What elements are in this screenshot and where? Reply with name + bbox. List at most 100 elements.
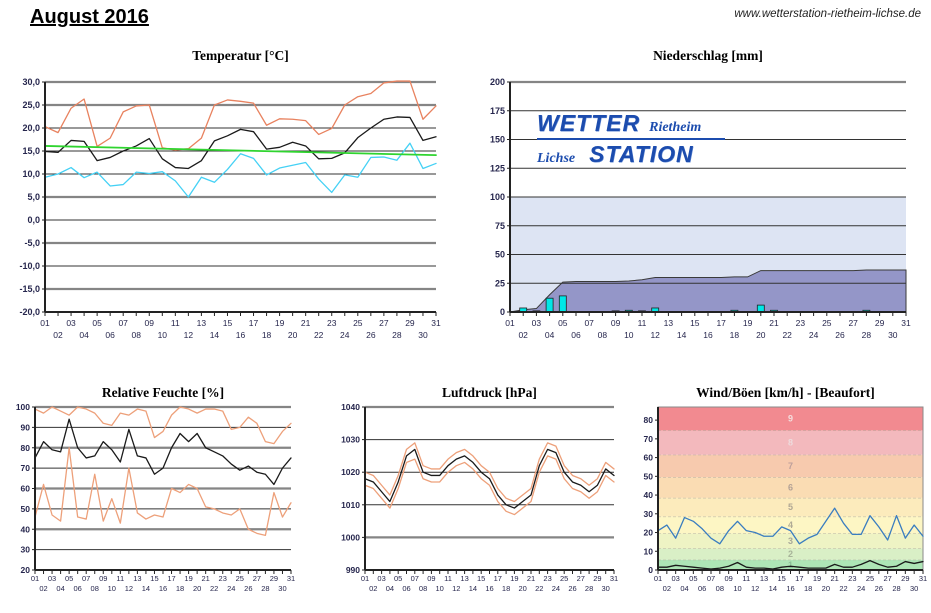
svg-text:09: 09 bbox=[145, 318, 155, 328]
svg-text:24: 24 bbox=[857, 584, 865, 593]
svg-text:17: 17 bbox=[167, 574, 175, 583]
svg-text:24: 24 bbox=[227, 584, 235, 593]
svg-text:14: 14 bbox=[210, 330, 220, 340]
svg-text:05: 05 bbox=[689, 574, 697, 583]
svg-text:02: 02 bbox=[518, 330, 528, 340]
svg-text:1020: 1020 bbox=[341, 467, 360, 477]
svg-text:21: 21 bbox=[201, 574, 209, 583]
svg-text:0: 0 bbox=[648, 565, 653, 575]
svg-text:30: 30 bbox=[888, 330, 898, 340]
station-logo: WETTER Rietheim Lichse STATION bbox=[537, 110, 737, 168]
svg-text:14: 14 bbox=[769, 584, 777, 593]
svg-text:20: 20 bbox=[644, 528, 654, 538]
svg-text:100: 100 bbox=[490, 192, 505, 202]
svg-text:14: 14 bbox=[677, 330, 687, 340]
svg-text:18: 18 bbox=[730, 330, 740, 340]
svg-text:200: 200 bbox=[490, 77, 505, 87]
svg-text:02: 02 bbox=[369, 584, 377, 593]
svg-text:15: 15 bbox=[777, 574, 785, 583]
svg-text:23: 23 bbox=[848, 574, 856, 583]
svg-text:24: 24 bbox=[340, 330, 350, 340]
svg-text:14: 14 bbox=[469, 584, 477, 593]
svg-text:80: 80 bbox=[644, 415, 654, 425]
svg-text:2: 2 bbox=[788, 549, 793, 559]
svg-text:13: 13 bbox=[664, 318, 674, 328]
logo-lichse-text: Lichse bbox=[537, 151, 576, 166]
svg-text:-5,0: -5,0 bbox=[24, 238, 40, 248]
svg-text:16: 16 bbox=[786, 584, 794, 593]
svg-text:60: 60 bbox=[21, 484, 31, 494]
svg-text:27: 27 bbox=[253, 574, 261, 583]
luftdruck-plot: 9901000101010201030104001020304050607080… bbox=[341, 402, 618, 593]
svg-text:06: 06 bbox=[571, 330, 581, 340]
svg-text:06: 06 bbox=[105, 330, 115, 340]
svg-text:17: 17 bbox=[716, 318, 726, 328]
svg-text:22: 22 bbox=[535, 584, 543, 593]
svg-text:10: 10 bbox=[436, 584, 444, 593]
svg-text:16: 16 bbox=[485, 584, 493, 593]
svg-text:11: 11 bbox=[444, 574, 452, 583]
svg-text:15: 15 bbox=[690, 318, 700, 328]
svg-text:25: 25 bbox=[353, 318, 363, 328]
svg-text:29: 29 bbox=[875, 318, 885, 328]
svg-text:26: 26 bbox=[568, 584, 576, 593]
logo-divider bbox=[537, 138, 725, 140]
svg-text:25,0: 25,0 bbox=[22, 100, 40, 110]
svg-text:-20,0: -20,0 bbox=[19, 307, 40, 317]
svg-text:175: 175 bbox=[490, 106, 505, 116]
svg-text:20: 20 bbox=[519, 584, 527, 593]
logo-rietheim-text: Rietheim bbox=[649, 120, 702, 135]
svg-text:18: 18 bbox=[804, 584, 812, 593]
svg-text:29: 29 bbox=[270, 574, 278, 583]
svg-text:10: 10 bbox=[644, 546, 654, 556]
svg-text:15: 15 bbox=[477, 574, 485, 583]
svg-text:27: 27 bbox=[883, 574, 891, 583]
wind-chart-title: Wind/Böen [km/h] - [Beaufort] bbox=[696, 385, 875, 400]
svg-text:23: 23 bbox=[327, 318, 337, 328]
svg-text:29: 29 bbox=[593, 574, 601, 583]
svg-text:28: 28 bbox=[892, 584, 900, 593]
svg-text:09: 09 bbox=[99, 574, 107, 583]
svg-text:07: 07 bbox=[411, 574, 419, 583]
svg-text:30: 30 bbox=[602, 584, 610, 593]
svg-text:1000: 1000 bbox=[341, 532, 360, 542]
svg-text:03: 03 bbox=[48, 574, 56, 583]
svg-text:04: 04 bbox=[79, 330, 89, 340]
svg-text:40: 40 bbox=[644, 490, 654, 500]
svg-text:19: 19 bbox=[743, 318, 753, 328]
svg-text:07: 07 bbox=[118, 318, 128, 328]
feuchte-plot: 2030405060708090100010203040506070809101… bbox=[16, 402, 295, 593]
svg-text:31: 31 bbox=[287, 574, 295, 583]
svg-text:13: 13 bbox=[197, 318, 207, 328]
svg-text:60: 60 bbox=[644, 453, 654, 463]
svg-text:50: 50 bbox=[644, 471, 654, 481]
svg-text:22: 22 bbox=[210, 584, 218, 593]
svg-text:9: 9 bbox=[788, 414, 793, 424]
svg-text:30: 30 bbox=[644, 509, 654, 519]
svg-text:04: 04 bbox=[680, 584, 688, 593]
svg-text:15: 15 bbox=[150, 574, 158, 583]
svg-text:100: 100 bbox=[16, 402, 30, 412]
svg-text:30,0: 30,0 bbox=[22, 77, 40, 87]
svg-text:20: 20 bbox=[193, 584, 201, 593]
svg-text:10: 10 bbox=[108, 584, 116, 593]
svg-text:10: 10 bbox=[624, 330, 634, 340]
pressure-chart: Luftdruck [hPa] 990 1000 1010 1020 1030 1040 0… bbox=[328, 383, 632, 611]
svg-text:09: 09 bbox=[611, 318, 621, 328]
site-url: www.wetterstation-rietheim-lichse.de bbox=[734, 8, 921, 20]
svg-text:22: 22 bbox=[782, 330, 792, 340]
svg-text:12: 12 bbox=[751, 584, 759, 593]
svg-text:28: 28 bbox=[585, 584, 593, 593]
svg-text:25: 25 bbox=[495, 278, 505, 288]
svg-text:8: 8 bbox=[788, 438, 793, 448]
svg-text:07: 07 bbox=[584, 318, 594, 328]
temperatur-plot: -20,0 -15,0 -10,0 -5,0 0,0 5,0 10,0 15,0 20,0 25,… bbox=[19, 77, 441, 340]
svg-text:03: 03 bbox=[532, 318, 542, 328]
svg-text:15,0: 15,0 bbox=[22, 146, 40, 156]
svg-text:03: 03 bbox=[671, 574, 679, 583]
svg-text:22: 22 bbox=[314, 330, 324, 340]
svg-text:05: 05 bbox=[92, 318, 102, 328]
svg-text:04: 04 bbox=[386, 584, 394, 593]
svg-text:26: 26 bbox=[875, 584, 883, 593]
